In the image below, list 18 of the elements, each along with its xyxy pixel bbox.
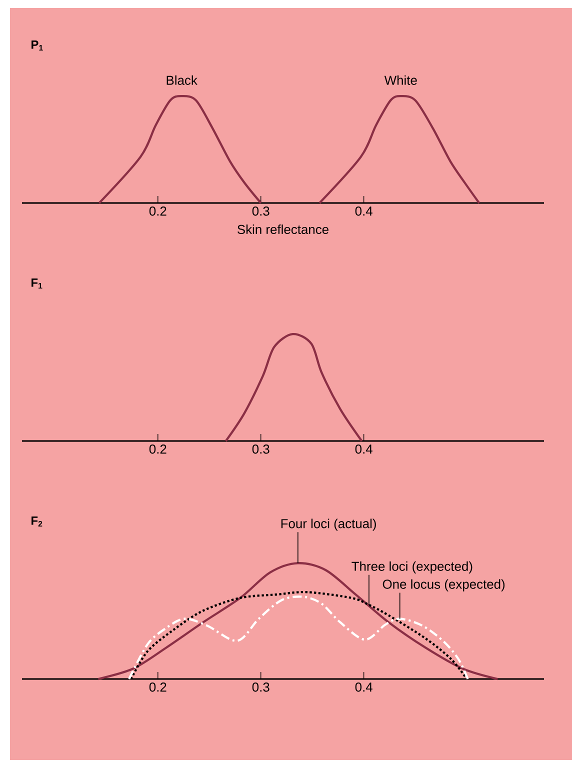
x-tick-label: 0.2 — [149, 682, 166, 692]
x-tick-label: 0.3 — [252, 444, 270, 454]
text: One locus (expected) — [382, 579, 505, 592]
x-tick-label: 0.4 — [355, 206, 372, 216]
chart-title: F$_{2}$ — [32, 516, 42, 527]
x-tick-label: 0.2 — [149, 206, 166, 216]
series-label: Three loci (expected) — [352, 561, 472, 574]
chart-title: F$_{1}$ — [32, 278, 42, 289]
chart-title: P$_{1}$ — [32, 40, 43, 51]
series-label: White — [384, 75, 417, 85]
x-tick-label: 0.3 — [252, 206, 270, 216]
x-tick-label: 0.2 — [149, 444, 166, 454]
x-tick-label: 0.3 — [252, 682, 270, 692]
x-axis-title: Skin reflectance — [238, 224, 328, 234]
x-tick-label: 0.4 — [355, 444, 372, 454]
series-label: Black — [166, 75, 198, 85]
x-tick-label: 0.4 — [355, 682, 372, 692]
text: Four loci (actual) — [281, 518, 376, 531]
